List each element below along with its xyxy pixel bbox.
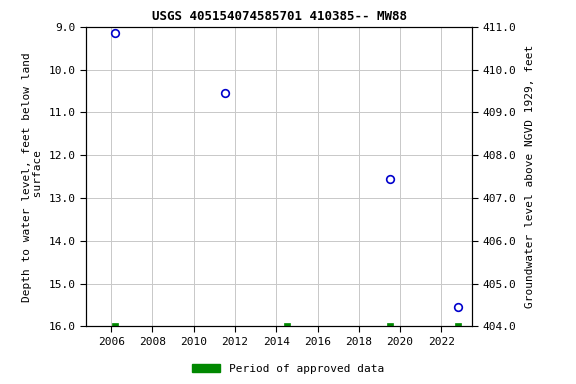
Legend: Period of approved data: Period of approved data: [188, 359, 388, 379]
Y-axis label: Groundwater level above NGVD 1929, feet: Groundwater level above NGVD 1929, feet: [525, 45, 535, 308]
Title: USGS 405154074585701 410385-- MW88: USGS 405154074585701 410385-- MW88: [152, 10, 407, 23]
Y-axis label: Depth to water level, feet below land
 surface: Depth to water level, feet below land su…: [22, 52, 43, 301]
